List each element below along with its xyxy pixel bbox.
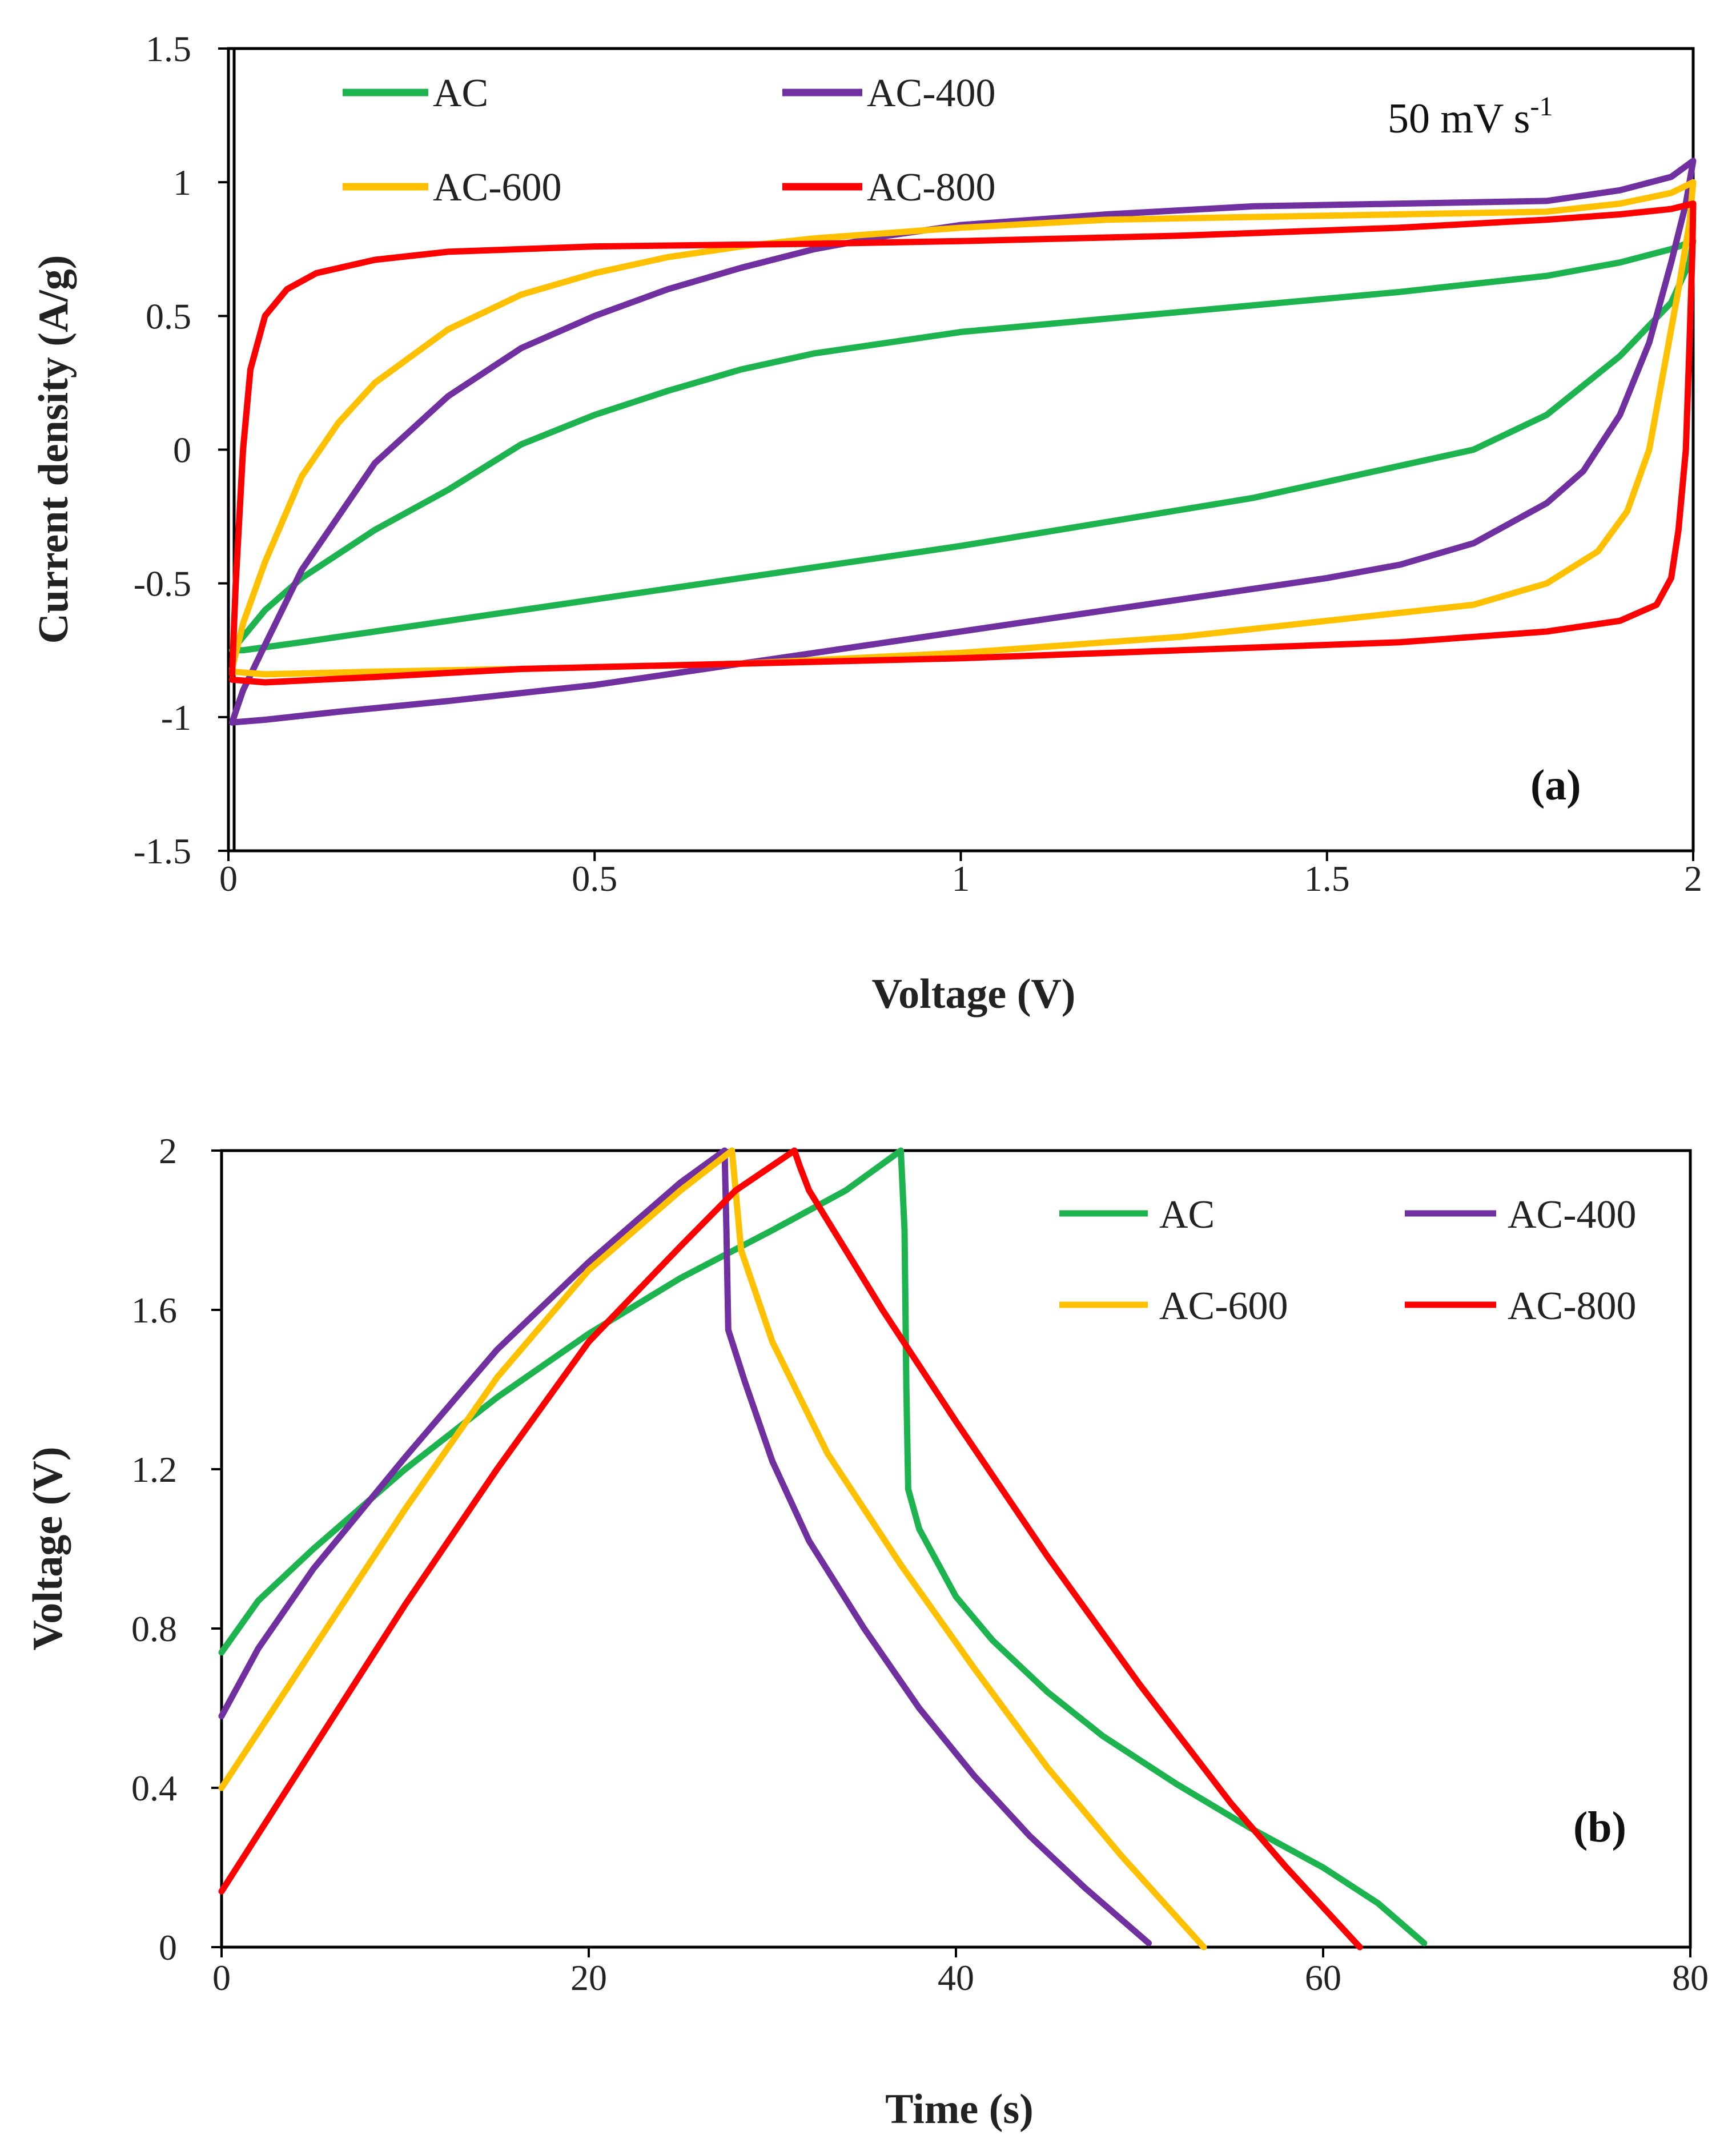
legend-label-ac600: AC-600 xyxy=(1159,1284,1288,1328)
legend-label-ac600: AC-600 xyxy=(433,166,562,210)
y-axis-label-b: Voltage (V) xyxy=(25,1447,71,1651)
x-tick-label: 2 xyxy=(1684,858,1702,899)
y-tick-label: 0.5 xyxy=(146,296,191,336)
y-tick-label: -1 xyxy=(161,697,191,738)
series-line-ac-800 xyxy=(218,1147,1363,1951)
x-tick-label: 40 xyxy=(938,1957,974,1998)
axis-ticks: 0 20 40 60 80 0 0.4 0.8 1.2 1.6 2 xyxy=(131,1131,1709,1998)
y-tick-label: 1.2 xyxy=(131,1449,177,1490)
x-tick-label: 1.5 xyxy=(1304,858,1350,899)
panel-label-b: (b) xyxy=(1573,1803,1626,1851)
series-line-ac-800 xyxy=(228,200,1697,686)
legend-label-ac800: AC-800 xyxy=(867,166,996,210)
series-group xyxy=(218,1147,1428,1951)
x-tick-label: 0.5 xyxy=(572,858,617,899)
series-group xyxy=(228,158,1697,726)
y-tick-label: 2 xyxy=(159,1131,177,1171)
x-tick-label: 20 xyxy=(570,1957,607,1998)
series-line-ac-600 xyxy=(218,1147,1207,1951)
y-tick-label: 0 xyxy=(159,1927,177,1968)
y-tick-label: 1 xyxy=(173,162,191,203)
legend-label-ac: AC xyxy=(1159,1193,1215,1237)
series-line-ac xyxy=(228,238,1697,654)
x-tick-label: 1 xyxy=(952,858,970,899)
series-line-ac-400 xyxy=(228,158,1697,726)
legend-label-ac800: AC-800 xyxy=(1508,1284,1637,1328)
x-tick-label: 60 xyxy=(1305,1957,1341,1998)
y-axis-label-a: Current density (A/g) xyxy=(30,255,77,644)
legend-label-ac400: AC-400 xyxy=(867,71,996,115)
gcd-chart-panel: 0 20 40 60 80 0 0.4 0.8 1.2 1.6 2 AC AC-400 AC-600… xyxy=(25,1131,1709,2133)
legend: AC AC-400 AC-600 AC-800 xyxy=(343,71,996,210)
y-tick-label: -0.5 xyxy=(134,564,191,604)
series-line-ac xyxy=(218,1147,1428,1947)
x-axis-label-b: Time (s) xyxy=(885,2086,1034,2133)
y-tick-label: 1.6 xyxy=(131,1290,177,1330)
series-line-ac-600 xyxy=(228,179,1697,678)
legend-label-ac: AC xyxy=(433,71,488,115)
series-line-ac-400 xyxy=(218,1147,1152,1947)
y-tick-label: 0.4 xyxy=(131,1768,177,1808)
y-tick-label: 0 xyxy=(173,430,191,471)
y-tick-label: 0.8 xyxy=(131,1609,177,1649)
cv-chart-panel: 0 0.5 1 1.5 2 -1.5 -1 -0.5 0 0.5 1 1.5 AC AC-400 AC… xyxy=(30,29,1702,1018)
x-tick-label: 80 xyxy=(1672,1957,1709,1998)
y-tick-label: -1.5 xyxy=(134,831,191,871)
scan-rate-superscript: -1 xyxy=(1530,91,1553,122)
scan-rate-annotation: 50 mV s-1 xyxy=(1388,91,1553,142)
axis-ticks: 0 0.5 1 1.5 2 -1.5 -1 -0.5 0 0.5 1 1.5 xyxy=(134,29,1702,899)
panel-label-a: (a) xyxy=(1530,761,1581,809)
x-tick-label: 0 xyxy=(212,1957,231,1998)
scan-rate-text: 50 mV s xyxy=(1388,95,1530,142)
legend-label-ac400: AC-400 xyxy=(1508,1193,1637,1237)
x-tick-label: 0 xyxy=(219,858,238,899)
legend: AC AC-400 AC-600 AC-800 xyxy=(1059,1193,1637,1328)
y-tick-label: 1.5 xyxy=(146,29,191,69)
x-axis-label-a: Voltage (V) xyxy=(872,971,1076,1018)
